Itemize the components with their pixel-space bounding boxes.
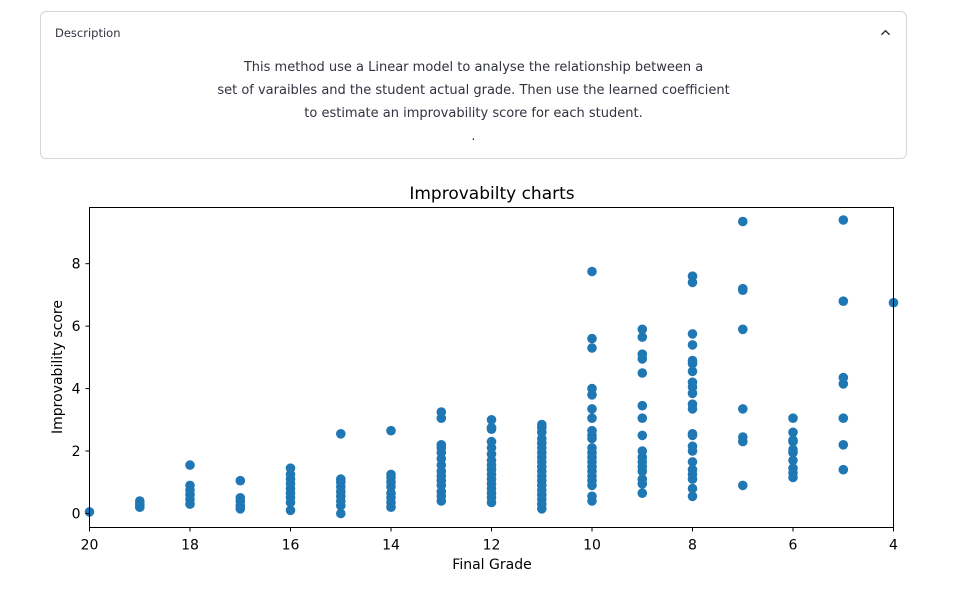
data-point <box>788 413 798 423</box>
data-point <box>637 474 648 484</box>
x-tick-label: 4 <box>889 538 898 554</box>
y-tick-label: 0 <box>72 506 81 522</box>
data-point <box>788 427 798 438</box>
y-tick-label: 8 <box>72 257 81 273</box>
data-point <box>838 372 849 383</box>
data-point <box>637 400 648 411</box>
data-point <box>838 296 849 306</box>
data-point <box>587 343 597 353</box>
data-point <box>687 441 698 452</box>
x-tick-label: 12 <box>483 538 501 554</box>
data-point <box>587 425 597 436</box>
data-point <box>788 455 798 466</box>
data-point <box>235 475 246 486</box>
data-point <box>738 216 748 227</box>
data-point <box>336 474 346 484</box>
description-line: to estimate an improvability score for e… <box>304 106 643 121</box>
data-point <box>587 333 597 344</box>
y-axis-label: Improvability score <box>50 300 66 434</box>
description-text: This method use a Linear model to analys… <box>41 56 906 148</box>
x-tick-label: 16 <box>282 538 300 554</box>
data-point <box>587 413 597 423</box>
x-tick-label: 20 <box>81 538 99 554</box>
data-point <box>738 404 748 414</box>
data-point <box>687 355 698 366</box>
x-axis: 20 18 16 14 12 10 8 6 4 <box>81 527 898 554</box>
data-point <box>637 368 648 378</box>
improvability-scatter-chart: Improvabilty charts 20 18 16 14 12 10 8 6 4 0 2 4 6… <box>50 184 899 573</box>
description-line: This method use a Linear model to analys… <box>243 60 704 75</box>
data-point <box>637 488 648 499</box>
data-point <box>738 480 748 491</box>
data-point <box>687 329 698 339</box>
data-point <box>637 430 648 441</box>
data-point <box>687 457 698 467</box>
data-point <box>587 491 597 502</box>
data-point <box>838 413 849 423</box>
y-axis: 0 2 4 6 8 <box>72 257 90 522</box>
data-point <box>637 332 648 342</box>
data-point <box>687 340 698 350</box>
points-layer <box>84 215 899 519</box>
x-tick-label: 18 <box>181 538 199 554</box>
x-tick-label: 10 <box>583 538 601 554</box>
data-point <box>687 377 698 388</box>
data-point <box>436 440 447 450</box>
data-point <box>285 505 296 516</box>
data-point <box>486 415 497 425</box>
expander-header[interactable]: Description <box>55 26 121 40</box>
data-point <box>587 383 597 394</box>
data-point <box>838 464 849 475</box>
data-point <box>587 266 597 277</box>
data-point <box>436 407 447 417</box>
data-point <box>637 324 648 335</box>
description-expander: Description This method use a Linear mod… <box>40 11 907 159</box>
y-tick-label: 6 <box>72 319 81 335</box>
data-point <box>386 425 396 436</box>
data-point <box>687 491 698 502</box>
data-point <box>788 463 798 474</box>
data-point <box>687 464 698 475</box>
data-point <box>687 399 698 409</box>
data-point <box>185 460 195 470</box>
data-point <box>336 429 346 439</box>
y-tick-label: 2 <box>72 444 81 460</box>
data-point <box>587 404 597 414</box>
chevron-up-icon[interactable] <box>881 28 890 37</box>
data-point <box>838 215 849 225</box>
data-point <box>687 483 698 494</box>
data-point <box>738 283 748 294</box>
data-point <box>687 366 698 377</box>
description-line: set of varaibles and the student actual … <box>217 83 730 98</box>
data-point <box>185 480 195 491</box>
y-tick-label: 4 <box>72 382 81 398</box>
data-point <box>738 432 748 442</box>
data-point <box>738 324 748 335</box>
data-point <box>788 435 798 445</box>
chart-title: Improvabilty charts <box>409 184 574 204</box>
data-point <box>386 469 396 480</box>
x-axis-label: Final Grade <box>452 557 531 573</box>
data-point <box>587 443 597 453</box>
data-point <box>235 493 246 503</box>
data-point <box>486 422 497 433</box>
data-point <box>637 446 648 456</box>
data-point <box>637 349 648 359</box>
data-point <box>687 271 698 281</box>
data-point <box>838 440 849 450</box>
x-tick-label: 14 <box>382 538 400 554</box>
data-point <box>135 496 145 506</box>
x-tick-label: 6 <box>789 538 798 554</box>
x-tick-label: 8 <box>688 538 697 554</box>
data-point <box>537 419 547 430</box>
description-line: . <box>471 129 476 144</box>
data-point <box>788 444 798 455</box>
data-point <box>637 413 648 423</box>
data-point <box>336 508 346 519</box>
data-point <box>486 436 497 447</box>
data-point <box>687 429 698 439</box>
data-point <box>285 463 296 474</box>
